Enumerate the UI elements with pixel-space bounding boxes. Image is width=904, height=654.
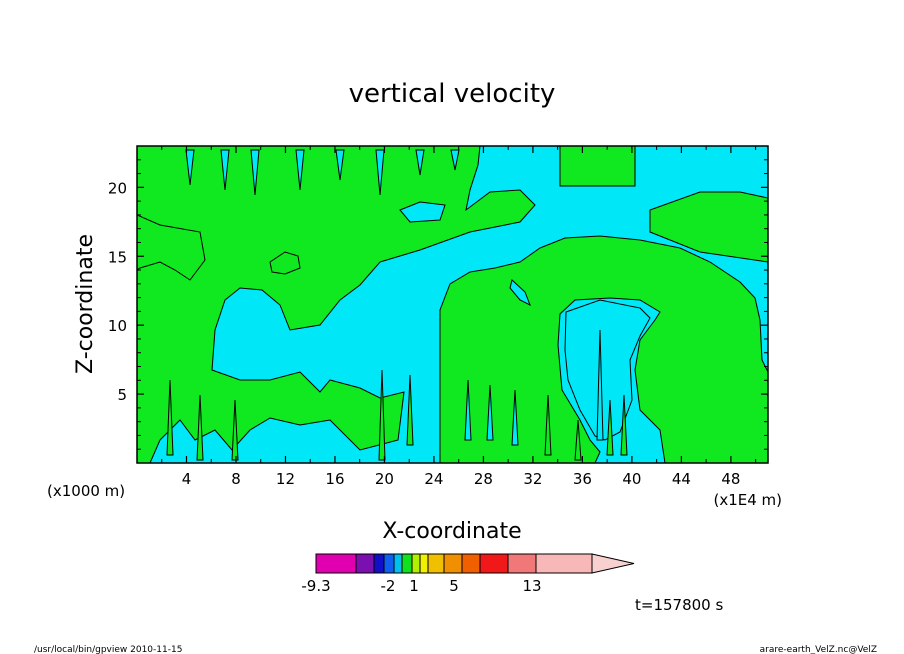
chart-title: vertical velocity (349, 79, 556, 109)
colorbar-label: 5 (449, 577, 459, 595)
negative-streak-top (335, 149, 345, 181)
colorbar-segment (461, 553, 481, 574)
positive-streak (574, 419, 582, 461)
y-tick-label: 10 (108, 317, 127, 335)
negative-streak-top (220, 149, 230, 191)
colorbar-segment (315, 553, 357, 574)
colorbar-segment (393, 553, 403, 574)
x-tick-label: 16 (325, 470, 344, 488)
x-tick-label: 24 (424, 470, 443, 488)
positive-streak (606, 399, 614, 456)
footer-left: /usr/local/bin/gpview 2010-11-15 (34, 645, 182, 654)
x-tick-label: 12 (276, 470, 295, 488)
positive-region-upper-left (137, 146, 206, 281)
y-tick-label: 20 (108, 179, 127, 197)
positive-region-blob (269, 251, 301, 275)
colorbar-label: -9.3 (301, 577, 330, 595)
x-unit-left: (x1000 m) (47, 482, 125, 500)
colorbar-segment (355, 553, 375, 574)
x-tick-label: 4 (182, 470, 192, 488)
x-unit-right: (x1E4 m) (713, 491, 782, 509)
colorbar-segment (535, 553, 593, 574)
x-tick-label: 44 (672, 470, 691, 488)
colorbar-segment (443, 553, 463, 574)
positive-region-upper-right (649, 191, 768, 263)
positive-region-top (559, 146, 636, 187)
colorbar-segment (427, 553, 445, 574)
y-tick-label: 15 (108, 248, 127, 266)
positive-streak (231, 399, 239, 461)
colorbar-segment (411, 553, 421, 574)
x-tick-label: 36 (573, 470, 592, 488)
negative-region-core (564, 299, 651, 441)
y-tick-label: 5 (117, 386, 127, 404)
x-tick-label: 28 (474, 470, 493, 488)
positive-streak (406, 374, 414, 446)
colorbar-label: 13 (522, 577, 541, 595)
x-tick-label: 40 (622, 470, 641, 488)
x-tick-label: 8 (231, 470, 241, 488)
colorbar-label: 1 (409, 577, 419, 595)
negative-streak-top (295, 149, 305, 191)
x-tick-label: 32 (523, 470, 542, 488)
negative-streak-top (375, 149, 385, 196)
negative-streak-top (450, 149, 460, 171)
negative-streak (511, 389, 519, 446)
negative-streak (464, 379, 472, 441)
y-axis: 5 10 15 20 (108, 159, 768, 450)
colorbar-segment (401, 553, 413, 574)
contour-regions (137, 146, 768, 463)
positive-streak (378, 369, 386, 461)
colorbar: -9.3 -2 1 5 13 (301, 553, 635, 595)
negative-streak-top (415, 149, 425, 176)
positive-streak (196, 394, 204, 461)
negative-streak-top (250, 149, 260, 196)
x-axis: 4 8 12 16 20 24 28 32 36 40 44 48 (161, 146, 757, 488)
colorbar-label: -2 (381, 577, 396, 595)
footer-right: arare-earth_VelZ.nc@VelZ (760, 645, 877, 654)
plot-frame (136, 145, 769, 464)
colorbar-segment (507, 553, 537, 574)
positive-streak (166, 379, 174, 456)
negative-streak (486, 384, 494, 441)
x-tick-label: 48 (721, 470, 740, 488)
colorbar-arrow (591, 553, 635, 574)
positive-streak (620, 394, 628, 456)
positive-streak (544, 394, 552, 456)
time-label: t=157800 s (635, 596, 723, 614)
colorbar-segment (419, 553, 429, 574)
x-tick-label: 20 (375, 470, 394, 488)
y-axis-label: Z-coordinate (73, 234, 98, 374)
negative-region-notch (399, 201, 446, 223)
colorbar-segment (479, 553, 509, 574)
colorbar-segment (373, 553, 385, 574)
x-axis-label: X-coordinate (382, 519, 521, 544)
negative-region-small (509, 279, 531, 307)
negative-streak (596, 329, 604, 441)
negative-streak-top (185, 149, 195, 186)
colorbar-segment (383, 553, 395, 574)
